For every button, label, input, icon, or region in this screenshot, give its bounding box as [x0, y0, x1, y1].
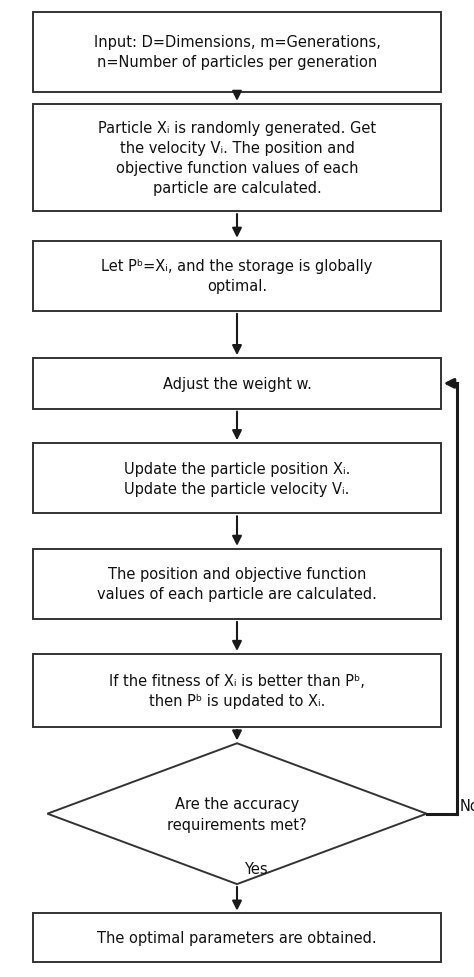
Bar	[33, 444, 441, 514]
Text: Adjust the weight w.: Adjust the weight w.	[163, 376, 311, 392]
Bar	[33, 105, 441, 212]
Text: Update the particle position Xᵢ.
Update the particle velocity Vᵢ.: Update the particle position Xᵢ. Update …	[124, 461, 350, 496]
Bar	[33, 359, 441, 409]
Text: Yes: Yes	[244, 862, 268, 876]
Text: If the fitness of Xᵢ is better than Pᵇ,
then Pᵇ is updated to Xᵢ.: If the fitness of Xᵢ is better than Pᵇ, …	[109, 673, 365, 708]
Text: No: No	[460, 798, 474, 814]
Bar	[33, 913, 441, 962]
Text: The optimal parameters are obtained.: The optimal parameters are obtained.	[97, 930, 377, 946]
Text: Let Pᵇ=Xᵢ, and the storage is globally
optimal.: Let Pᵇ=Xᵢ, and the storage is globally o…	[101, 259, 373, 294]
Text: The position and objective function
values of each particle are calculated.: The position and objective function valu…	[97, 567, 377, 602]
Text: Input: D=Dimensions, m=Generations,
n=Number of particles per generation: Input: D=Dimensions, m=Generations, n=Nu…	[93, 35, 381, 70]
Text: Are the accuracy
requirements met?: Are the accuracy requirements met?	[167, 796, 307, 831]
Bar	[33, 13, 441, 93]
Bar	[33, 655, 441, 727]
Bar	[33, 549, 441, 619]
Text: Particle Xᵢ is randomly generated. Get
the velocity Vᵢ. The position and
objecti: Particle Xᵢ is randomly generated. Get t…	[98, 121, 376, 195]
Polygon shape	[47, 743, 427, 884]
Bar	[33, 241, 441, 312]
